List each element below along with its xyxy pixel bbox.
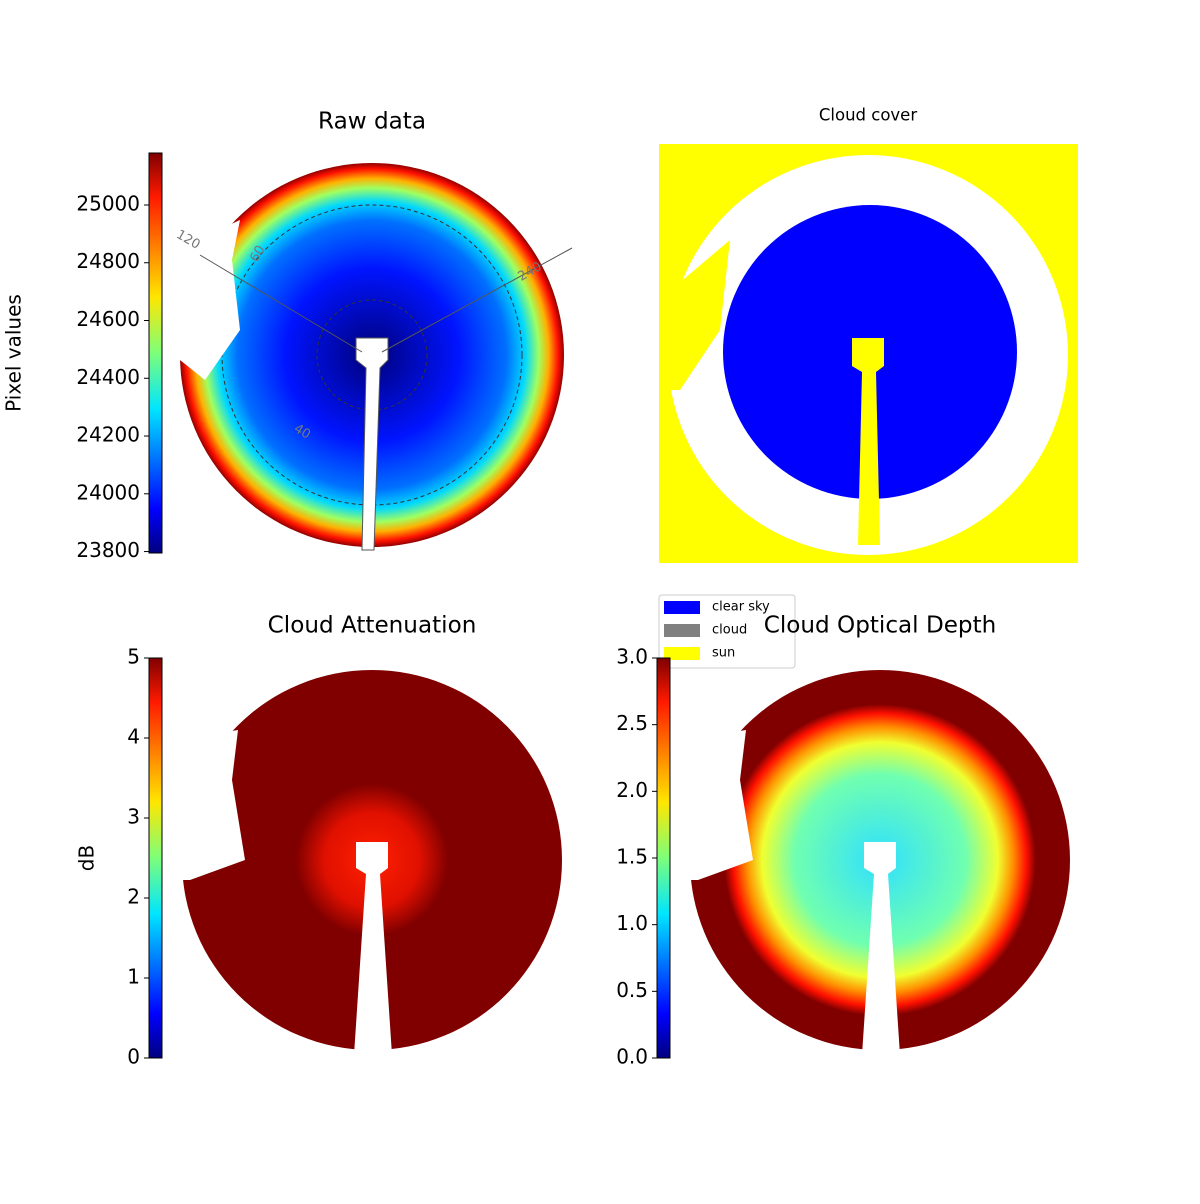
attenuation-image (170, 670, 562, 1055)
colorbar-tick-label: 4 (127, 725, 140, 749)
colorbar-tick-label: 2.0 (616, 778, 648, 802)
colorbar-tick-label: 1.0 (616, 911, 648, 935)
legend-swatch (664, 624, 700, 637)
colorbar-tick-label: 0.5 (616, 978, 648, 1002)
colorbar (656, 657, 671, 1059)
cloud-cover-image (659, 144, 1078, 563)
colorbar-tick-label: 1 (127, 965, 140, 989)
colorbar-tick-label: 24200 (76, 423, 140, 447)
colorbar-tick-label: 3.0 (616, 645, 648, 669)
colorbar-tick-label: 0.0 (616, 1045, 648, 1069)
raw-image (175, 163, 573, 551)
legend-swatch (664, 647, 700, 660)
colorbar-tick-label: 1.5 (616, 845, 648, 869)
colorbar (148, 152, 163, 554)
legend-label: clear sky (712, 600, 770, 615)
colorbar-tick-label: 2 (127, 885, 140, 909)
colorbar-tick-label: 24800 (76, 249, 140, 273)
colorbar-label: Pixel values (2, 294, 26, 412)
colorbar-tick-label: 24400 (76, 365, 140, 389)
colorbar-tick-label: 5 (127, 645, 140, 669)
panel-title: Cloud Attenuation (268, 613, 477, 639)
polar-label: 40 (291, 421, 313, 442)
legend-label: sun (712, 646, 735, 661)
legend-swatch (664, 601, 700, 614)
colorbar-tick-label: 23800 (76, 538, 140, 562)
panel-title: Cloud cover (819, 106, 917, 125)
colorbar (148, 657, 163, 1059)
colorbar-tick-label: 25000 (76, 191, 140, 215)
colorbar-tick-label: 24000 (76, 480, 140, 504)
panel-title: Raw data (318, 109, 426, 135)
optical-depth-image (678, 670, 1070, 1055)
colorbar-tick-label: 24600 (76, 307, 140, 331)
legend-label: cloud (712, 623, 747, 638)
colorbar-tick-label: 2.5 (616, 711, 648, 735)
polar-label: 60 (247, 243, 268, 265)
colorbar-tick-label: 3 (127, 805, 140, 829)
colorbar-tick-label: 0 (127, 1045, 140, 1069)
colorbar-label: dB (75, 845, 99, 871)
panel-title: Cloud Optical Depth (764, 613, 997, 639)
